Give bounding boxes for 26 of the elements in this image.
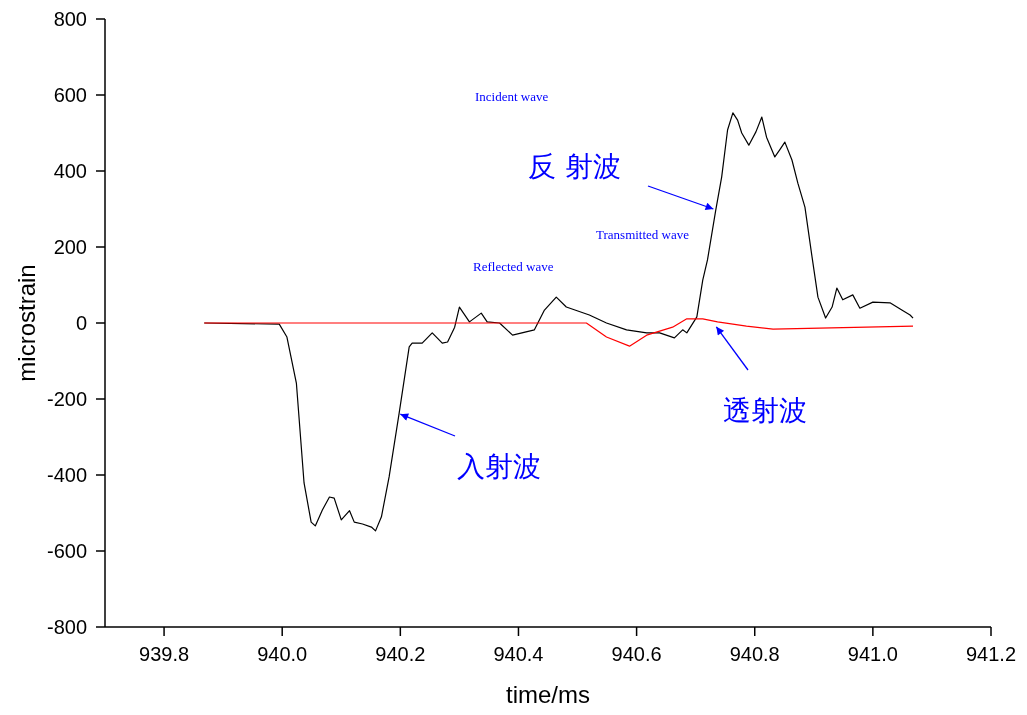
y-axis-title: microstrain xyxy=(13,264,40,382)
annotation: 入射波 xyxy=(457,450,541,483)
x-axis-title: time/ms xyxy=(506,681,590,708)
y-tick-label: 400 xyxy=(53,160,87,182)
x-tick-label: 940.4 xyxy=(493,643,544,665)
x-tick-label: 941.2 xyxy=(965,643,1017,665)
y-tick-label: -200 xyxy=(46,388,87,410)
x-tick-label: 941.0 xyxy=(847,643,898,665)
x-tick-label: 940.0 xyxy=(257,643,308,665)
annotation: Incident wave xyxy=(475,89,549,104)
x-tick-label: 939.8 xyxy=(139,643,190,665)
annotation: Reflected wave xyxy=(473,259,554,274)
line-series xyxy=(203,318,914,347)
y-tick-label: -400 xyxy=(46,464,87,486)
y-tick-label: 0 xyxy=(75,312,87,334)
y-tick-label: 600 xyxy=(53,84,87,106)
annotation: Transmitted wave xyxy=(596,227,690,242)
annotation: 透射波 xyxy=(723,394,807,427)
x-tick-label: 940.8 xyxy=(729,643,780,665)
x-tick-label: 940.6 xyxy=(611,643,662,665)
annotation: 反 射波 xyxy=(528,150,621,183)
y-tick-label: -600 xyxy=(46,540,87,562)
y-tick-label: -800 xyxy=(46,616,87,638)
x-tick-label: 940.2 xyxy=(375,643,426,665)
y-tick-label: 800 xyxy=(53,8,87,30)
y-tick-label: 200 xyxy=(53,236,87,258)
